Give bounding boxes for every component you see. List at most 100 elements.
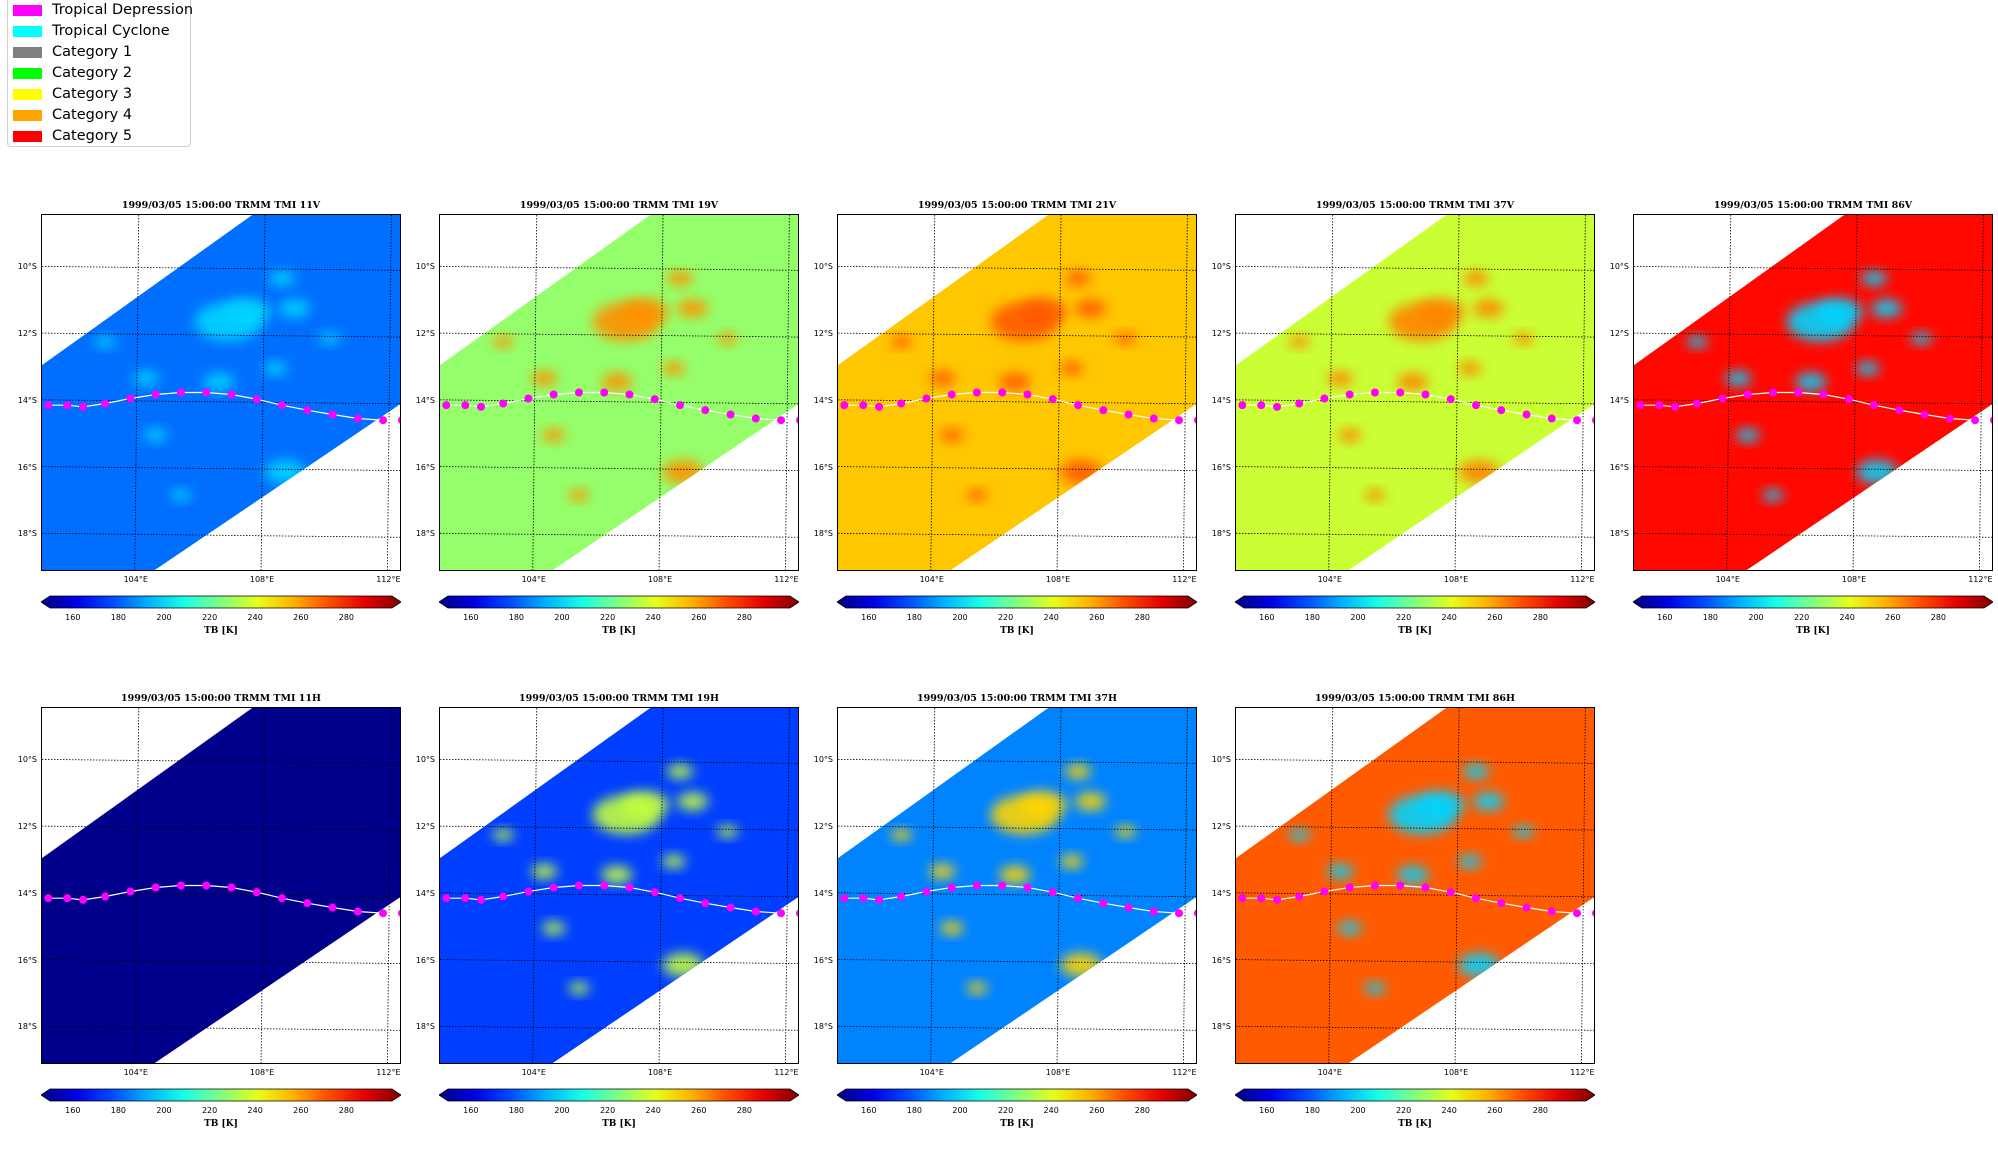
latitude-gridline (1236, 532, 1594, 538)
storm-track-point (897, 892, 906, 901)
storm-track-point (1497, 406, 1506, 415)
latitude-gridline (1634, 466, 1992, 471)
longitude-gridline (260, 215, 266, 570)
storm-track-point (524, 887, 533, 896)
legend-label: Category 2 (52, 65, 133, 81)
colorbar-gradient (1235, 595, 1595, 609)
storm-track-point (840, 401, 849, 410)
colorbar-tick-label: 260 (293, 1106, 309, 1115)
longitude-gridline (532, 708, 538, 1063)
colorbar (1633, 595, 1993, 609)
longitude-gridline (1454, 215, 1460, 570)
cloud-feature (1364, 982, 1386, 995)
storm-track-point (252, 888, 261, 897)
swath-background (440, 215, 798, 570)
latitude-label: 18°S (415, 529, 435, 539)
map-plot (41, 707, 401, 1064)
storm-track-point (1074, 894, 1082, 903)
longitude-gridline (1182, 215, 1188, 570)
latitude-gridline (42, 466, 400, 471)
brightness-temperature-map (42, 215, 400, 570)
storm-track-line (1640, 391, 1992, 421)
storm-track-point (227, 390, 236, 399)
longitude-label: 108°E (249, 575, 275, 584)
latitude-gridline (1634, 399, 1992, 405)
latitude-label: 18°S (17, 1022, 37, 1032)
storm-track-point (947, 883, 956, 892)
map-plot (1235, 214, 1595, 571)
colorbar-gradient (837, 595, 1197, 609)
brightness-temperature-map (1236, 215, 1594, 570)
storm-track-point (859, 401, 868, 410)
storm-track-point (252, 395, 261, 404)
cloud-feature (1019, 298, 1067, 326)
latitude-gridline (1236, 466, 1594, 471)
swath-background (1634, 215, 1992, 570)
colorbar-tick-label: 160 (861, 1106, 877, 1115)
longitude-label: 104°E (123, 1068, 148, 1077)
storm-track-point (600, 388, 609, 397)
brightness-temperature-map (1236, 708, 1594, 1063)
longitude-label: 104°E (123, 575, 148, 584)
cloud-feature (318, 332, 340, 345)
colorbar-tick-label: 260 (1089, 613, 1105, 622)
colorbar-tick-label: 160 (1259, 613, 1275, 622)
colorbar-tick-label: 200 (1350, 613, 1366, 622)
latitude-gridline (838, 959, 1196, 964)
cloud-feature (890, 828, 912, 841)
swath-field (440, 215, 798, 570)
storm-track-point (701, 406, 710, 415)
storm-track-point (726, 410, 735, 419)
storm-track-point (1124, 903, 1133, 912)
storm-track-line (844, 391, 1196, 421)
cloud-feature (1861, 270, 1887, 286)
storm-track-point (1238, 401, 1247, 410)
storm-track-point (1396, 881, 1405, 890)
cloud-feature (1856, 459, 1898, 484)
cloud-feature (1065, 270, 1091, 286)
cloud-feature (1457, 361, 1482, 376)
storm-track-point (176, 881, 185, 890)
longitude-gridline (1182, 708, 1188, 1063)
latitude-label: 12°S (1609, 329, 1629, 339)
latitude-gridline (1236, 892, 1594, 898)
storm-track-point (796, 416, 798, 424)
longitude-gridline (532, 215, 538, 570)
colorbar (41, 595, 401, 609)
latitude-label: 12°S (415, 822, 435, 832)
latitude-gridline (42, 1025, 400, 1031)
colorbar-tick-label: 280 (338, 1106, 355, 1115)
storm-track-point (1194, 909, 1196, 917)
panel-title: 1999/03/05 15:00:00 TRMM TMI 37V (1315, 200, 1515, 211)
longitude-label: 112°E (1570, 1068, 1595, 1077)
storm-track-point (1074, 401, 1082, 410)
swath-background (838, 215, 1196, 570)
colorbar-tick-label: 260 (1487, 1106, 1503, 1115)
colorbar (1235, 1088, 1595, 1102)
cloud-feature (568, 982, 590, 995)
colorbar-tick-label: 220 (997, 1106, 1014, 1115)
cloud-feature (621, 791, 669, 819)
storm-track-point (1320, 887, 1329, 896)
colorbar-tick-label: 160 (1259, 1106, 1275, 1115)
map-plot (837, 214, 1197, 571)
longitude-gridline (1454, 708, 1460, 1063)
cloud-feature (568, 489, 590, 502)
latitude-label: 10°S (813, 755, 833, 765)
storm-track-point (600, 881, 609, 890)
storm-track-point (751, 414, 760, 423)
storm-track-point (1149, 907, 1158, 916)
longitude-gridline (1328, 215, 1334, 570)
colorbar-tick-label: 200 (1350, 1106, 1366, 1115)
colorbar-tick-label: 260 (1089, 1106, 1105, 1115)
colorbar-tick-label: 200 (156, 1106, 172, 1115)
colorbar-tick-label: 200 (952, 1106, 968, 1115)
cloud-feature (939, 921, 964, 935)
legend-label: Tropical Cyclone (52, 23, 170, 39)
latitude-gridline (1236, 758, 1594, 764)
longitude-label: 104°E (1317, 575, 1342, 584)
longitude-label: 112°E (376, 575, 401, 584)
storm-track-point (1175, 416, 1184, 425)
storm-track-point (1023, 390, 1032, 399)
cloud-feature (531, 863, 558, 879)
